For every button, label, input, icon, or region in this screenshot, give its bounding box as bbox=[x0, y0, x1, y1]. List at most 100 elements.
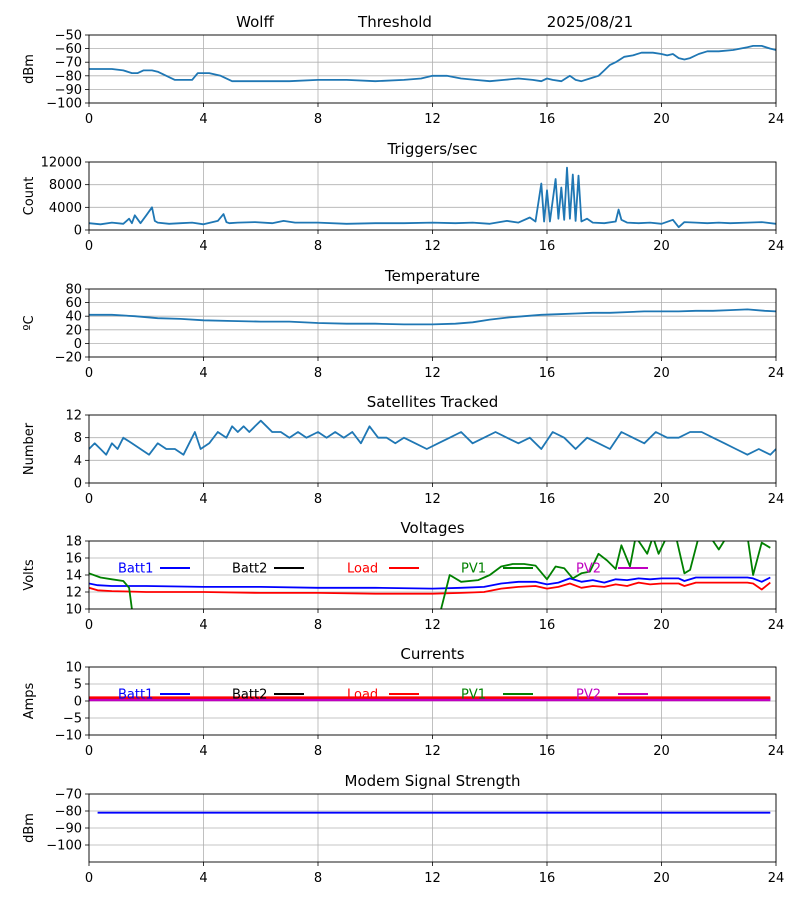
x-tick-label: 8 bbox=[314, 871, 322, 886]
chart-title: Currents bbox=[400, 645, 464, 663]
y-axis-label: Amps bbox=[22, 682, 37, 719]
y-tick-label: −80 bbox=[55, 805, 82, 820]
legend-label-batt2: Batt2 bbox=[232, 688, 267, 703]
y-tick-label: 4 bbox=[74, 454, 82, 469]
chart-panel-2: 12000 8000 4000 00 4 8 12 16 20 24 Triggers/sec Cou… bbox=[22, 140, 784, 254]
x-tick-label: 12 bbox=[424, 744, 441, 759]
series-group bbox=[89, 308, 776, 326]
x-tick-label: 24 bbox=[768, 239, 785, 254]
y-tick-label: −90 bbox=[55, 822, 82, 837]
series-line-batt1 bbox=[89, 576, 771, 590]
y-tick-label: 18 bbox=[65, 535, 82, 550]
series-line-temperature bbox=[89, 308, 776, 326]
header-station: Wolff bbox=[236, 13, 274, 31]
x-tick-label: 4 bbox=[199, 744, 207, 759]
y-tick-label: 80 bbox=[65, 283, 82, 298]
chart-title: Triggers/sec bbox=[387, 140, 478, 158]
x-tick-label: 4 bbox=[199, 871, 207, 886]
x-tick-label: 12 bbox=[424, 618, 441, 633]
y-tick-label: −10 bbox=[55, 729, 82, 744]
chart-title: Voltages bbox=[400, 519, 464, 537]
series-line-triggers bbox=[89, 166, 776, 229]
series-group bbox=[89, 419, 776, 456]
x-tick-label: 8 bbox=[314, 366, 322, 381]
x-tick-label: 0 bbox=[85, 744, 93, 759]
y-tick-label: 0 bbox=[74, 224, 82, 239]
x-tick-label: 16 bbox=[539, 492, 556, 507]
x-tick-label: 4 bbox=[199, 112, 207, 127]
chart-title: Modem Signal Strength bbox=[345, 772, 521, 790]
y-tick-label: 12 bbox=[65, 409, 82, 424]
y-tick-label: 0 bbox=[74, 477, 82, 492]
x-tick-label: 16 bbox=[539, 871, 556, 886]
series-line-satellites bbox=[89, 419, 776, 456]
y-tick-label: 10 bbox=[65, 603, 82, 618]
y-axis-label: dBm bbox=[22, 813, 37, 843]
y-tick-label: 12000 bbox=[41, 156, 82, 171]
x-tick-label: 24 bbox=[768, 618, 785, 633]
x-tick-label: 0 bbox=[85, 871, 93, 886]
y-tick-label: 40 bbox=[65, 310, 82, 325]
y-tick-label: 4000 bbox=[49, 201, 82, 216]
x-tick-label: 8 bbox=[314, 239, 322, 254]
legend-label-load: Load bbox=[347, 562, 378, 577]
y-tick-label: 5 bbox=[74, 678, 82, 693]
series-group bbox=[89, 45, 776, 83]
x-tick-label: 20 bbox=[653, 112, 670, 127]
series-group bbox=[89, 541, 771, 609]
y-tick-label: 20 bbox=[65, 323, 82, 338]
x-tick-label: 24 bbox=[768, 492, 785, 507]
legend-label-pv2: PV2 bbox=[576, 562, 601, 577]
y-tick-label: −20 bbox=[55, 351, 82, 366]
x-tick-label: 4 bbox=[199, 618, 207, 633]
series-line-pv1 bbox=[89, 541, 771, 609]
x-tick-label: 0 bbox=[85, 112, 93, 127]
header-date: 2025/08/21 bbox=[547, 13, 633, 31]
y-tick-label: −5 bbox=[63, 712, 82, 727]
y-axis-label: dBm bbox=[22, 54, 37, 84]
x-tick-label: 20 bbox=[653, 744, 670, 759]
y-tick-label: 0 bbox=[74, 337, 82, 352]
chart-panel-4: 12 8 4 00 4 8 12 16 20 24 Satellites Tracked Number bbox=[22, 393, 784, 507]
x-tick-label: 16 bbox=[539, 112, 556, 127]
legend: Batt1 Batt2 Load PV1 PV2 bbox=[118, 688, 648, 703]
x-tick-label: 12 bbox=[424, 239, 441, 254]
y-tick-label: 0 bbox=[74, 695, 82, 710]
legend-label-load: Load bbox=[347, 688, 378, 703]
y-axis-label: Number bbox=[22, 422, 37, 475]
y-tick-label: 14 bbox=[65, 569, 82, 584]
y-tick-label: −70 bbox=[55, 56, 82, 71]
y-tick-label: −100 bbox=[46, 839, 82, 854]
x-tick-label: 8 bbox=[314, 618, 322, 633]
x-tick-label: 8 bbox=[314, 492, 322, 507]
chart-title: Satellites Tracked bbox=[367, 393, 498, 411]
y-tick-label: 16 bbox=[65, 552, 82, 567]
legend: Batt1 Batt2 Load PV1 PV2 bbox=[118, 562, 648, 577]
y-axis-label: Volts bbox=[22, 559, 37, 591]
x-tick-label: 12 bbox=[424, 871, 441, 886]
y-tick-label: 10 bbox=[65, 661, 82, 676]
x-tick-label: 20 bbox=[653, 239, 670, 254]
x-tick-label: 8 bbox=[314, 112, 322, 127]
header-subtitle: Threshold bbox=[357, 13, 432, 31]
x-tick-label: 16 bbox=[539, 366, 556, 381]
y-tick-label: 12 bbox=[65, 586, 82, 601]
x-tick-label: 24 bbox=[768, 112, 785, 127]
x-tick-label: 4 bbox=[199, 492, 207, 507]
x-tick-label: 20 bbox=[653, 492, 670, 507]
x-tick-label: 4 bbox=[199, 239, 207, 254]
y-tick-label: −70 bbox=[55, 788, 82, 803]
x-tick-label: 24 bbox=[768, 366, 785, 381]
x-tick-label: 20 bbox=[653, 871, 670, 886]
x-tick-label: 24 bbox=[768, 744, 785, 759]
series-group bbox=[89, 166, 776, 229]
x-tick-label: 16 bbox=[539, 618, 556, 633]
series-line-threshold bbox=[89, 45, 776, 83]
y-tick-label: −50 bbox=[55, 29, 82, 44]
figure-header: Wolff Threshold 2025/08/21 bbox=[236, 13, 633, 31]
